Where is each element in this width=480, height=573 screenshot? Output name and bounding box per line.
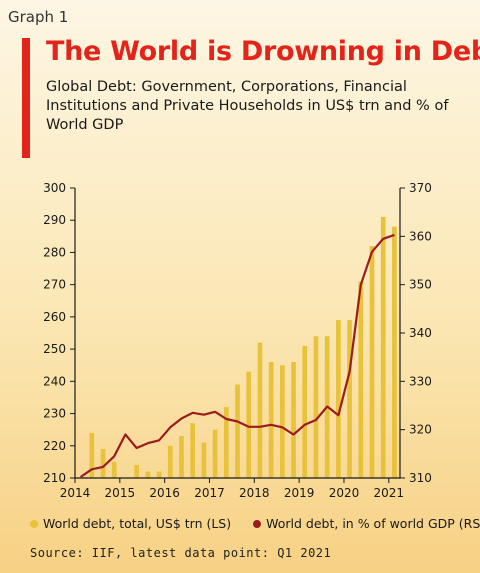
legend: World debt, total, US$ trn (LS) World de… [30,516,480,531]
x-tick-label: 2021 [374,486,405,500]
x-tick-label: 2019 [284,486,315,500]
y-left-tick-label: 280 [43,245,66,259]
y-right-tick-label: 320 [409,423,432,437]
y-left-tick-label: 290 [43,213,66,227]
legend-item-line: World debt, in % of world GDP (RS) [253,516,480,531]
axes-group: 210 220 230 240 250 260 270 280 290 300 310 320 330 3… [43,181,432,500]
legend-item-bars: World debt, total, US$ trn (LS) [30,516,231,531]
legend-line-label: World debt, in % of world GDP (RS) [266,516,480,531]
bar [347,320,352,478]
bar [111,461,117,478]
title-accent-bar [22,38,30,158]
y-right-tick-label: 360 [409,229,432,243]
legend-line-marker [253,519,262,528]
bar [358,281,364,478]
bar [145,471,151,478]
bar [167,445,173,478]
x-tick-label: 2020 [329,486,360,500]
bars-group [89,217,397,478]
bar [392,226,397,478]
graph-label: Graph 1 [8,8,69,26]
chart-plot: 210 220 230 240 250 260 270 280 290 300 310 320 330 3… [43,181,432,500]
bar [380,217,386,478]
y-left-tick-label: 300 [43,181,66,195]
y-left-tick-label: 210 [43,471,66,485]
bar [179,436,184,478]
line-group [79,233,395,478]
debt-to-gdp-line [79,233,395,478]
y-left-tick-label: 230 [43,407,66,421]
bar [134,465,139,478]
bar [201,442,207,478]
bar [100,449,106,478]
bar [336,320,341,478]
y-left-tick-label: 260 [43,310,66,324]
bar [369,246,375,478]
x-tick-label: 2015 [105,486,136,500]
bar [235,384,240,478]
y-right-tick-label: 370 [409,181,432,195]
y-right-tick-label: 340 [409,326,432,340]
bar [89,432,95,478]
x-tick-label: 2018 [239,486,270,500]
source-note: Source: IIF, latest data point: Q1 2021 [30,546,332,560]
y-right-tick-label: 350 [409,278,432,292]
bar [268,362,274,478]
bar [190,423,196,478]
y-right-tick-label: 310 [409,471,432,485]
bar [246,371,252,478]
bar [212,429,218,478]
bar [279,365,285,478]
x-tick-label: 2016 [149,486,180,500]
bar [291,362,296,478]
chart-title: The World is Drowning in Debt [46,36,480,67]
y-left-tick-label: 240 [43,374,66,388]
bar [257,342,263,478]
y-left-tick-label: 250 [43,342,66,356]
x-tick-label: 2017 [194,486,225,500]
y-left-tick-label: 220 [43,439,66,453]
y-left-tick-label: 270 [43,278,66,292]
bar [223,407,229,478]
chart-subtitle: Global Debt: Government, Corporations, F… [46,79,449,133]
bar [156,471,162,478]
x-tick-label: 2014 [60,486,91,500]
bar [302,345,308,478]
bar [313,336,319,478]
legend-bars-marker [30,519,38,528]
legend-bars-label: World debt, total, US$ trn (LS) [43,516,232,531]
y-right-tick-label: 330 [409,374,432,388]
